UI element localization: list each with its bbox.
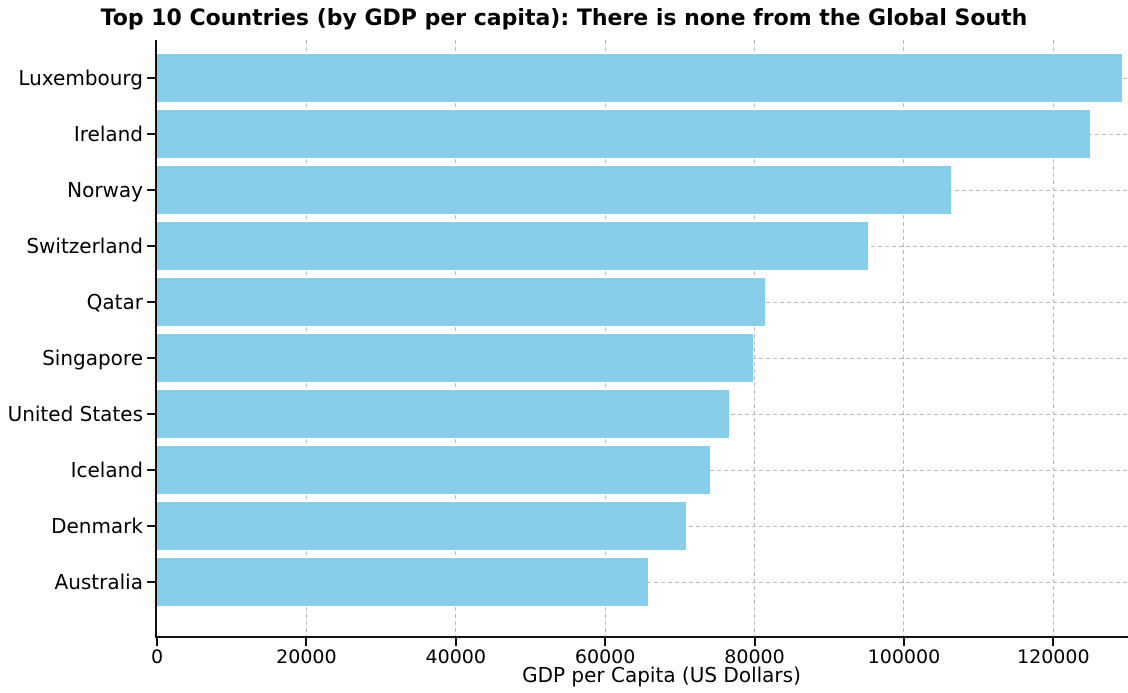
- y-tick-mark: [147, 469, 155, 471]
- y-tick-mark: [147, 301, 155, 303]
- v-gridline: [754, 40, 756, 636]
- y-tick-label: Qatar: [86, 290, 143, 314]
- v-gridline: [1052, 40, 1054, 636]
- x-tick-mark: [454, 638, 457, 646]
- bar-ireland: [157, 110, 1090, 158]
- x-axis-label: GDP per Capita (US Dollars): [522, 663, 801, 687]
- x-tick-label: 120000: [1017, 646, 1090, 668]
- v-gridline: [903, 40, 905, 636]
- bar-qatar: [157, 278, 765, 326]
- bar-switzerland: [157, 222, 869, 270]
- x-tick-mark: [604, 638, 607, 646]
- x-tick-mark: [1052, 638, 1055, 646]
- x-tick-label: 80000: [724, 646, 785, 668]
- bar-singapore: [157, 334, 754, 382]
- y-tick-mark: [147, 413, 155, 415]
- y-tick-label: Australia: [54, 570, 143, 594]
- x-tick-label: 100000: [867, 646, 941, 668]
- y-tick-label: Norway: [67, 178, 143, 202]
- plot-area: 0 20000 40000 60000 80000 100000 120000 Luxembo…: [8, 40, 1128, 668]
- x-tick-label: 40000: [425, 646, 486, 668]
- x-tick-label: 60000: [574, 646, 636, 668]
- y-tick-mark: [147, 245, 155, 247]
- x-tick-label: 0: [150, 646, 164, 668]
- y-tick-label: Ireland: [73, 122, 143, 146]
- bar-denmark: [157, 502, 686, 550]
- bar-norway: [157, 166, 951, 214]
- y-tick-label: Iceland: [70, 458, 143, 482]
- x-tick-label: 20000: [276, 646, 337, 668]
- x-tick-mark: [902, 638, 905, 646]
- y-tick-mark: [147, 357, 155, 359]
- y-tick-mark: [147, 581, 155, 583]
- y-tick-label: Switzerland: [26, 234, 143, 258]
- x-tick-mark: [305, 638, 308, 646]
- x-tick-mark: [753, 638, 756, 646]
- y-tick-mark: [147, 189, 155, 191]
- bar-iceland: [157, 446, 711, 494]
- y-tick-label: Denmark: [51, 514, 143, 538]
- bar-luxembourg: [157, 54, 1123, 102]
- x-tick-mark: [156, 638, 158, 646]
- y-tick-label: Luxembourg: [18, 66, 143, 90]
- y-tick-mark: [147, 133, 155, 135]
- y-tick-mark: [147, 525, 155, 527]
- bar-australia: [157, 558, 648, 606]
- y-tick-mark: [147, 77, 155, 79]
- bar-united-states: [157, 390, 730, 438]
- chart-title: Top 10 Countries (by GDP per capita): Th…: [100, 6, 1028, 31]
- y-tick-label: Singapore: [42, 346, 143, 370]
- y-tick-label: United States: [7, 402, 143, 426]
